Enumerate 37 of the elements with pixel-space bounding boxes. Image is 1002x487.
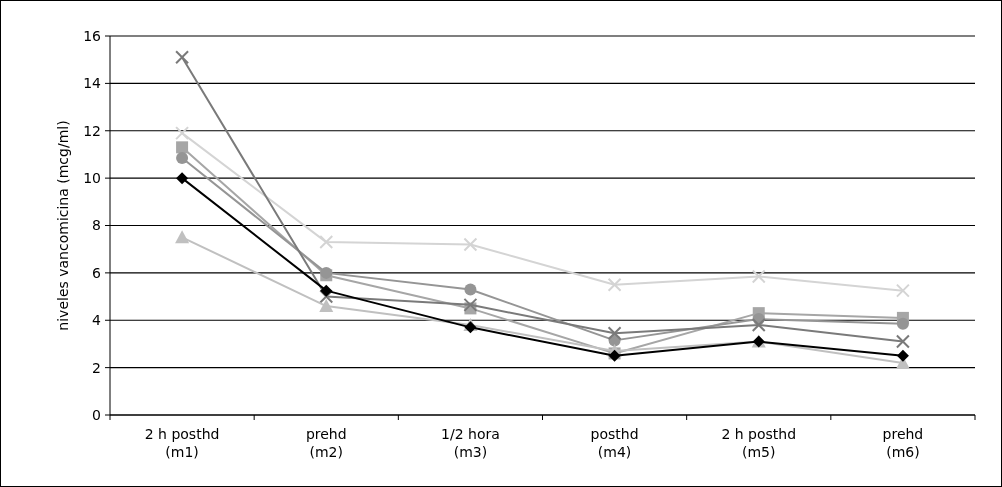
point [751,317,766,332]
point [319,235,334,250]
point [319,299,334,313]
y-tick-label: 12 [83,122,101,139]
point [751,269,766,284]
x-tick-label: 2 h posthd (m5) [721,426,797,460]
y-tick-label: 0 [92,406,101,423]
y-tick-label: 4 [92,312,102,329]
point [175,230,190,244]
y-tick-label: 8 [92,217,101,234]
point [320,284,333,297]
x-tick-label: prehd (m6) [882,426,924,460]
point [175,126,190,141]
point [464,283,477,296]
y-axis-title: niveles vancomicina (mcg/ml) [55,120,71,331]
x-tick-label: 2 h posthd (m1) [144,426,220,460]
point [176,151,189,164]
point [176,141,189,154]
point [463,297,478,312]
x-tick-label: prehd (m2) [305,426,347,460]
x-tick-label: 1/2 hora (m3) [441,426,500,460]
point [176,172,189,185]
y-tick-label: 2 [92,359,101,376]
point [319,289,334,304]
point [896,349,909,362]
x-tick-label: posthd (m4) [590,426,639,460]
point [175,50,190,65]
y-tick-label: 14 [83,75,102,92]
point [895,334,910,349]
point [607,326,622,341]
y-tick-label: 6 [92,264,102,281]
point [607,277,622,292]
y-tick-label: 16 [83,27,102,44]
point [895,283,910,298]
y-tick-label: 10 [83,170,101,187]
point [463,237,478,252]
point [896,317,909,330]
